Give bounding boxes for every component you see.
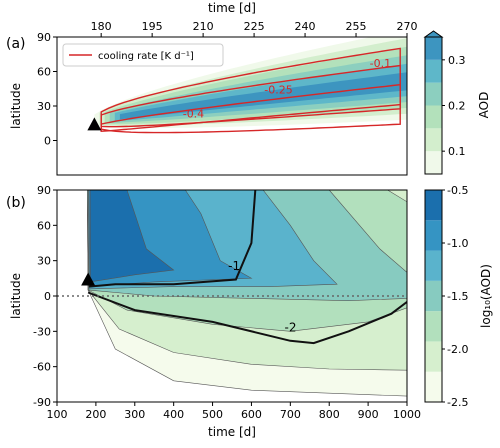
cooling-contour-0.1 <box>100 47 401 134</box>
chart-shape <box>425 82 442 106</box>
chart-shape <box>425 220 442 251</box>
colorbar-tick-label: -2.0 <box>447 343 468 356</box>
y-tick-label: 60 <box>37 219 51 232</box>
colorbar-tick-label: -1.0 <box>447 237 468 250</box>
chart-shape <box>425 341 442 372</box>
chart-shape <box>425 105 442 129</box>
chart-shape <box>423 30 444 38</box>
chart-shape <box>425 151 442 174</box>
x-tick-label: 700 <box>280 408 301 421</box>
colorbar-tick-label: -0.5 <box>447 184 468 197</box>
y-tick-label: -60 <box>33 361 51 374</box>
panel-label-a: (a) <box>6 36 26 52</box>
aod-band-5 <box>119 72 407 120</box>
y-tick-label: -30 <box>33 325 51 338</box>
y-tick-label: 0 <box>44 135 51 148</box>
chart-shape <box>425 37 442 60</box>
volcano-marker-a <box>87 117 102 131</box>
y-axis-title-a: latitude <box>9 83 23 129</box>
x-tick-label: 255 <box>346 20 367 33</box>
x-tick-label: 225 <box>244 20 265 33</box>
x-tick-label: 195 <box>142 20 163 33</box>
contour-label: -0.25 <box>264 83 292 96</box>
log-aod-band-7 <box>89 190 175 283</box>
chart-shape <box>425 250 442 281</box>
y-tick-label: 30 <box>37 100 51 113</box>
colorbar-tick-label: 0.1 <box>448 145 466 158</box>
contour-minus-1 <box>88 190 257 288</box>
cooling-contour-0.4 <box>100 83 401 133</box>
x-axis-title-a: time [d] <box>208 1 256 15</box>
contour-label: -0.1 <box>370 57 391 70</box>
x-tick-label: 210 <box>193 20 214 33</box>
legend-label: cooling rate [K d⁻¹] <box>98 51 194 62</box>
colorbar-tick-label: 0.2 <box>448 100 466 113</box>
y-tick-label: 90 <box>37 184 51 197</box>
x-tick-label: 600 <box>241 408 262 421</box>
contour-label: -0.4 <box>183 108 204 121</box>
legend: cooling rate [K d⁻¹] <box>62 43 224 67</box>
x-tick-label: 800 <box>319 408 340 421</box>
chart-shape <box>425 371 442 402</box>
chart-shape <box>425 128 442 152</box>
y-tick-label: 30 <box>37 255 51 268</box>
panel-b-plot: -1 -2 <box>57 190 407 402</box>
contour-label: -2 <box>285 320 297 334</box>
x-tick-label: 270 <box>397 20 418 33</box>
contour-minus-2 <box>87 291 407 345</box>
x-tick-label: 180 <box>91 20 112 33</box>
x-tick-label: 240 <box>295 20 316 33</box>
y-tick-label: 90 <box>37 31 51 44</box>
x-tick-label: 400 <box>163 408 184 421</box>
chart-shape <box>425 311 442 342</box>
colorbar-b: -2.5 -2.0 -1.5 -1.0 -0.5 <box>424 184 468 409</box>
chart-shape <box>62 43 224 67</box>
y-tick-label: 0 <box>44 290 51 303</box>
y-axis-title-b: latitude <box>9 273 23 319</box>
chart-shape <box>425 190 442 221</box>
x-tick-label: 1000 <box>393 408 421 421</box>
panel-label-b: (b) <box>6 195 26 211</box>
colorbar-tick-label: 0.3 <box>448 54 466 67</box>
colorbar-a: 0.1 0.2 0.3 <box>423 30 466 175</box>
x-axis-title-b: time [d] <box>208 425 256 439</box>
x-tick-label: 500 <box>202 408 223 421</box>
contour-label: -1 <box>228 259 240 273</box>
x-tick-label: 300 <box>124 408 145 421</box>
y-tick-label: -90 <box>33 396 51 409</box>
colorbar-title-a: AOD <box>477 92 491 119</box>
x-tick-label: 100 <box>47 408 68 421</box>
x-tick-label: 900 <box>358 408 379 421</box>
y-tick-label: 60 <box>37 66 51 79</box>
x-tick-label: 200 <box>85 408 106 421</box>
colorbar-tick-label: -1.5 <box>447 290 468 303</box>
colorbar-title-b: log₁₀(AOD) <box>479 264 493 328</box>
volcano-marker-b <box>81 272 96 286</box>
chart-shape <box>425 59 442 83</box>
chart-shape <box>425 280 442 312</box>
panel-a-plot: -0.1 -0.25 -0.4 <box>94 37 407 134</box>
colorbar-tick-label: -2.5 <box>447 396 468 409</box>
